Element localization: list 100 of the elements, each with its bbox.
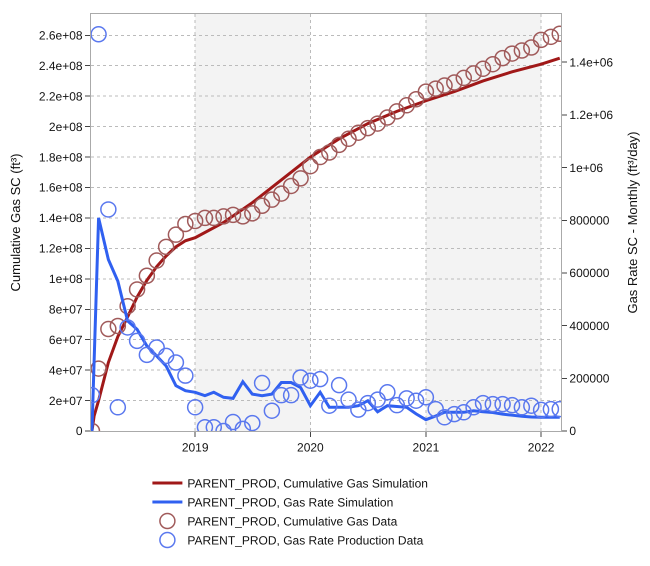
point: [542, 400, 560, 418]
point: [312, 148, 328, 166]
point: [264, 402, 280, 419]
y-tick-label: 1.4e+08: [38, 211, 83, 226]
legend-label: PARENT_PROD, Cumulative Gas Simulation: [187, 476, 428, 491]
y2-tick-label: 1.4e+06: [569, 55, 614, 70]
y-tick-label: 8e+07: [48, 302, 83, 316]
point: [273, 185, 290, 202]
point: [148, 252, 165, 269]
y-tick-label: 2.2e+08: [38, 89, 83, 104]
point: [148, 339, 165, 356]
y2-axis-title: Gas Rate SC - Monthly (ft³/day): [625, 131, 640, 314]
point: [302, 372, 319, 389]
point: [177, 216, 194, 232]
y2-tick-label: 600000: [569, 266, 610, 280]
y-tick-label: 2.6e+08: [38, 28, 83, 43]
point: [436, 409, 453, 426]
y-tick-label: 2.4e+08: [38, 58, 83, 73]
point: [418, 83, 434, 100]
point: [168, 354, 184, 371]
point: [465, 399, 482, 416]
point: [523, 397, 540, 414]
y2-tick-label: 400000: [569, 318, 610, 333]
point: [234, 208, 252, 225]
point: [532, 32, 550, 48]
point: [408, 392, 424, 409]
legend-label: PARENT_PROD, Gas Rate Production Data: [187, 534, 424, 548]
point: [504, 45, 520, 62]
point: [91, 26, 107, 43]
y-tick-label: 1e+08: [48, 272, 83, 286]
point: [474, 60, 492, 78]
point: [514, 399, 530, 416]
point: [119, 319, 136, 336]
point: [474, 394, 492, 412]
point: [292, 170, 309, 187]
point: [321, 397, 338, 414]
point: [110, 399, 126, 416]
x-tick-label: 2019: [182, 440, 209, 454]
point: [418, 389, 434, 406]
point: [100, 201, 117, 218]
x-tick-label: 2022: [528, 440, 555, 454]
point: [388, 396, 406, 414]
point: [282, 178, 300, 194]
point: [494, 50, 511, 66]
point: [119, 298, 136, 314]
legend-label: PARENT_PROD, Cumulative Gas Data: [187, 514, 398, 529]
point: [110, 318, 126, 334]
point: [292, 369, 309, 386]
y2-tick-label: 1.2e+06: [569, 108, 614, 122]
point: [91, 360, 107, 377]
point: [158, 238, 174, 256]
point: [138, 268, 156, 284]
y2-tick-label: 0: [569, 424, 576, 438]
point: [504, 396, 520, 414]
point: [379, 384, 396, 401]
point: [388, 103, 406, 120]
point: [427, 400, 444, 418]
point: [282, 386, 300, 404]
point: [224, 414, 242, 430]
point: [350, 124, 367, 141]
y2-tick-label: 200000: [569, 372, 610, 386]
point: [369, 391, 386, 408]
point: [206, 210, 222, 226]
point: [340, 391, 357, 408]
y-tick-label: 1.2e+08: [38, 242, 83, 256]
x-tick-label: 2021: [412, 440, 440, 454]
point: [215, 208, 232, 225]
point: [330, 376, 348, 394]
point: [398, 390, 415, 407]
point: [186, 212, 204, 230]
point: [177, 367, 194, 384]
y-tick-label: 0: [76, 424, 83, 438]
point: [138, 346, 156, 364]
point: [273, 386, 290, 404]
y-tick-label: 2e+07: [48, 394, 83, 408]
y-tick-label: 4e+07: [48, 363, 83, 378]
point: [369, 115, 386, 132]
point: [408, 90, 424, 108]
point: [128, 332, 146, 350]
point: [523, 39, 540, 56]
point: [186, 399, 204, 416]
point: [168, 226, 184, 243]
point: [224, 206, 242, 224]
point: [340, 130, 357, 148]
point: [456, 70, 472, 86]
point: [128, 281, 146, 298]
point: [379, 109, 396, 126]
point: [244, 205, 261, 222]
y-tick-label: 1.6e+08: [38, 180, 83, 195]
point: [484, 56, 502, 72]
legend-label: PARENT_PROD, Gas Rate Simulation: [187, 496, 394, 510]
point: [100, 320, 117, 338]
point: [254, 198, 270, 214]
point: [244, 414, 261, 431]
y-tick-label: 6e+07: [48, 332, 83, 347]
point: [360, 120, 376, 136]
point: [427, 80, 444, 97]
point: [360, 394, 376, 412]
y2-tick-label: 800000: [569, 213, 610, 228]
point: [532, 402, 550, 418]
